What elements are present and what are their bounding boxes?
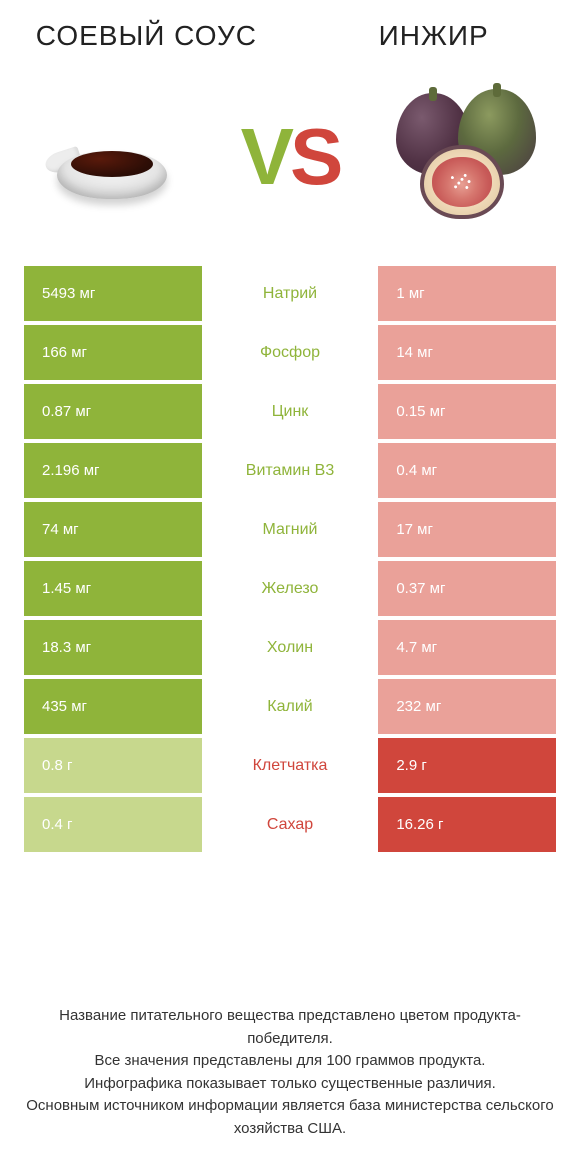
- value-left: 1.45 мг: [24, 561, 202, 616]
- value-right: 16.26 г: [378, 797, 556, 852]
- footer-line: Основным источником информации является …: [24, 1095, 556, 1140]
- table-row: 1.45 мгЖелезо0.37 мг: [24, 561, 556, 616]
- nutrient-label: Магний: [202, 502, 379, 557]
- images-row: VS: [24, 82, 556, 232]
- table-row: 5493 мгНатрий1 мг: [24, 266, 556, 321]
- value-left: 18.3 мг: [24, 620, 202, 675]
- nutrient-label: Калий: [202, 679, 379, 734]
- nutrient-label: Витамин B3: [202, 443, 379, 498]
- value-right: 0.15 мг: [378, 384, 556, 439]
- nutrient-label: Фосфор: [202, 325, 379, 380]
- value-right: 14 мг: [378, 325, 556, 380]
- footer-notes: Название питательного вещества представл…: [24, 1005, 556, 1140]
- table-row: 0.87 мгЦинк0.15 мг: [24, 384, 556, 439]
- value-right: 4.7 мг: [378, 620, 556, 675]
- product-left-image: [24, 97, 205, 217]
- value-left: 5493 мг: [24, 266, 202, 321]
- soy-sauce-icon: [39, 97, 189, 217]
- table-row: 0.4 гСахар16.26 г: [24, 797, 556, 852]
- table-row: 0.8 гКлетчатка2.9 г: [24, 738, 556, 793]
- table-row: 166 мгФосфор14 мг: [24, 325, 556, 380]
- table-row: 435 мгКалий232 мг: [24, 679, 556, 734]
- value-left: 166 мг: [24, 325, 202, 380]
- value-left: 0.87 мг: [24, 384, 202, 439]
- value-right: 0.37 мг: [378, 561, 556, 616]
- vs-label: VS: [205, 117, 375, 197]
- table-row: 74 мгМагний17 мг: [24, 502, 556, 557]
- nutrient-label: Сахар: [202, 797, 379, 852]
- value-left: 0.4 г: [24, 797, 202, 852]
- vs-v: V: [241, 112, 290, 201]
- product-right-title: ИНЖИР: [311, 20, 556, 52]
- value-right: 17 мг: [378, 502, 556, 557]
- value-left: 435 мг: [24, 679, 202, 734]
- nutrient-label: Натрий: [202, 266, 379, 321]
- fig-icon: [386, 87, 546, 227]
- table-row: 2.196 мгВитамин B30.4 мг: [24, 443, 556, 498]
- value-left: 2.196 мг: [24, 443, 202, 498]
- nutrient-label: Холин: [202, 620, 379, 675]
- value-left: 74 мг: [24, 502, 202, 557]
- nutrient-label: Цинк: [202, 384, 379, 439]
- comparison-table: 5493 мгНатрий1 мг166 мгФосфор14 мг0.87 м…: [24, 266, 556, 852]
- product-right-image: [375, 87, 556, 227]
- value-right: 1 мг: [378, 266, 556, 321]
- table-row: 18.3 мгХолин4.7 мг: [24, 620, 556, 675]
- vs-s: S: [290, 112, 339, 201]
- footer-line: Инфографика показывает только существенн…: [24, 1073, 556, 1096]
- header: СОЕВЫЙ СОУС ИНЖИР: [24, 20, 556, 52]
- product-left-title: СОЕВЫЙ СОУС: [24, 20, 269, 52]
- value-left: 0.8 г: [24, 738, 202, 793]
- nutrient-label: Железо: [202, 561, 379, 616]
- value-right: 2.9 г: [378, 738, 556, 793]
- footer-line: Все значения представлены для 100 граммо…: [24, 1050, 556, 1073]
- nutrient-label: Клетчатка: [202, 738, 379, 793]
- value-right: 0.4 мг: [378, 443, 556, 498]
- value-right: 232 мг: [378, 679, 556, 734]
- footer-line: Название питательного вещества представл…: [24, 1005, 556, 1050]
